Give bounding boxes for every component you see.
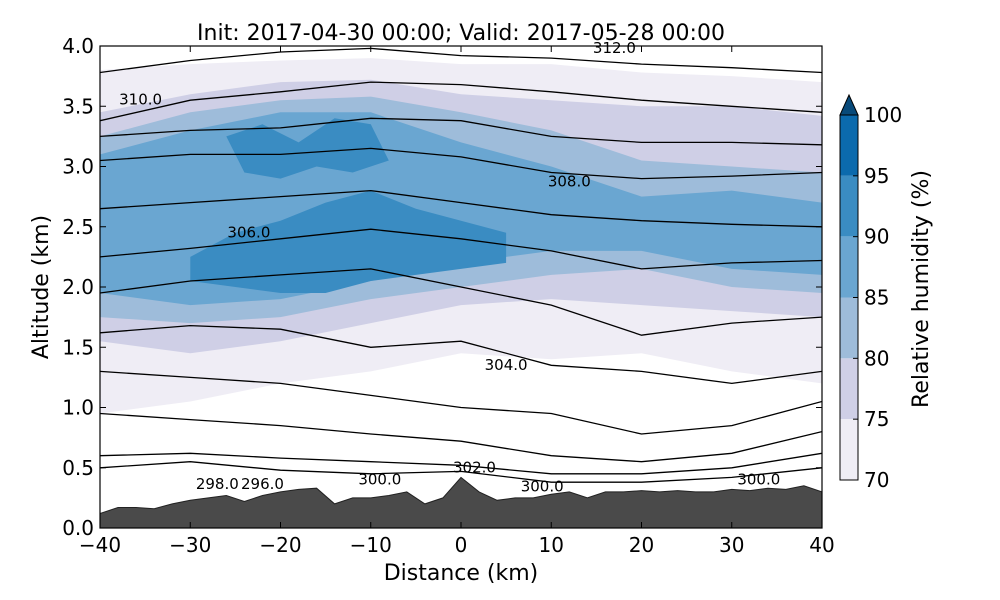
contour-label-5: 302.0 — [453, 458, 496, 476]
colorbar-tick-label: 70 — [864, 468, 889, 492]
rh-fill-layer — [100, 58, 822, 414]
x-axis: −40 −30 −20 −10 0 10 20 30 40 — [79, 46, 835, 557]
theta-contour-7 — [100, 324, 822, 385]
contour-label-7: 300.0 — [521, 478, 564, 496]
y-tick-label: 3.0 — [62, 155, 94, 179]
theta-contour-layer — [100, 47, 822, 483]
colorbar-label: Relative humidity (%) — [909, 170, 934, 408]
contour-label-2: 308.0 — [548, 173, 591, 191]
theta-contour-8 — [100, 370, 822, 435]
colorbar-swatch-70 — [840, 419, 858, 480]
y-tick-label: 2.0 — [62, 275, 94, 299]
theta-contour-11 — [100, 461, 822, 483]
theta-contour-9 — [100, 412, 822, 463]
y-axis-label: Altitude (km) — [29, 215, 54, 359]
y-tick-label: 4.0 — [62, 34, 94, 58]
x-tick-label: 30 — [719, 533, 744, 557]
theta-contour-1 — [100, 81, 822, 122]
contour-label-8: 300.0 — [737, 470, 780, 488]
theta-contour-4 — [100, 189, 822, 228]
terrain — [100, 476, 822, 528]
rh-region-90-5 — [226, 118, 389, 179]
rh-region-90-4 — [190, 190, 507, 293]
theta-contour-10 — [100, 452, 822, 475]
x-axis-label: Distance (km) — [384, 561, 539, 586]
y-tick-label: 1.5 — [62, 335, 94, 359]
contour-label-1: 310.0 — [119, 91, 162, 109]
terrain-layer — [100, 476, 822, 528]
theta-contour-5 — [100, 228, 822, 270]
x-tick-label: 0 — [455, 533, 468, 557]
theta-contour-3 — [100, 147, 822, 180]
y-tick-label: 2.5 — [62, 215, 94, 239]
colorbar-swatch-75 — [840, 358, 858, 420]
colorbar-swatch-80 — [840, 297, 858, 359]
contour-label-6: 300.0 — [358, 470, 401, 488]
colorbar-extend-arrow — [839, 93, 859, 116]
y-tick-label: 3.5 — [62, 94, 94, 118]
theta-contour-6 — [100, 268, 822, 336]
colorbar: 70 75 80 85 90 95 100 — [839, 93, 902, 492]
contour-label-4: 304.0 — [485, 356, 528, 374]
y-axis: 0.0 0.5 1.0 1.5 2.0 2.5 3.0 3.5 4.0 — [62, 34, 822, 540]
colorbar-tick-label: 95 — [864, 164, 889, 188]
colorbar-swatches — [839, 93, 859, 481]
colorbar-tick-label: 80 — [864, 346, 889, 370]
x-tick-label: 20 — [629, 533, 654, 557]
colorbar-tick-label: 85 — [864, 286, 889, 310]
colorbar-swatch-90 — [840, 175, 858, 237]
theta-contour-0 — [100, 47, 822, 74]
contour-label-layer: 312.0 310.0 308.0 306.0 304.0 302.0 300.0 300.0… — [119, 39, 780, 496]
x-tick-label: −10 — [350, 533, 392, 557]
chart-title: Init: 2017-04-30 00:00; Valid: 2017-05-2… — [197, 21, 725, 46]
y-tick-label: 0.5 — [62, 456, 94, 480]
x-tick-label: −40 — [79, 533, 121, 557]
colorbar-tick-label: 90 — [864, 225, 889, 249]
colorbar-ticks: 70 75 80 85 90 95 100 — [853, 103, 902, 492]
y-tick-label: 1.0 — [62, 396, 94, 420]
contour-label-10: 296.0 — [241, 475, 284, 493]
plot-area — [100, 47, 822, 528]
colorbar-tick-label: 75 — [864, 407, 889, 431]
contour-label-9: 298.0 — [196, 475, 239, 493]
colorbar-tick-label: 100 — [864, 103, 902, 127]
x-tick-label: 10 — [539, 533, 564, 557]
x-tick-label: −20 — [259, 533, 301, 557]
y-tick-label: 0.0 — [62, 516, 94, 540]
contour-label-0: 312.0 — [593, 39, 636, 57]
contour-label-3: 306.0 — [227, 223, 270, 241]
theta-contour-2 — [100, 117, 822, 146]
colorbar-swatch-85 — [840, 236, 858, 298]
colorbar-swatch-95 — [840, 115, 858, 176]
x-tick-label: −30 — [169, 533, 211, 557]
x-tick-label: 40 — [809, 533, 834, 557]
